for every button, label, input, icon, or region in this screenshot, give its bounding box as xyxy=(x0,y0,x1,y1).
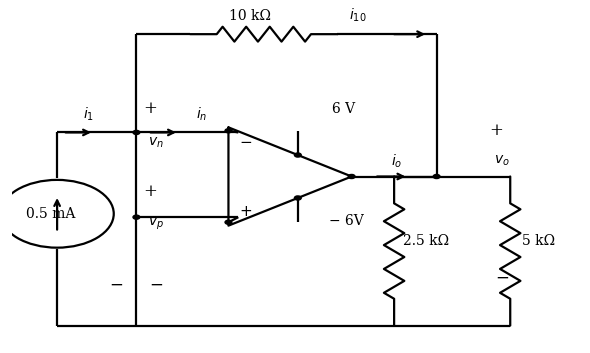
Text: $-$: $-$ xyxy=(239,134,252,148)
Text: $i_{10}$: $i_{10}$ xyxy=(349,7,366,24)
Circle shape xyxy=(294,153,301,157)
Circle shape xyxy=(225,220,232,224)
Text: 2.5 kΩ: 2.5 kΩ xyxy=(402,234,449,248)
Text: $+$: $+$ xyxy=(239,205,252,219)
Text: 0.5 mA: 0.5 mA xyxy=(26,207,76,221)
Text: $i_1$: $i_1$ xyxy=(83,105,94,122)
Circle shape xyxy=(433,174,440,179)
Text: $i_o$: $i_o$ xyxy=(391,152,402,170)
Text: +: + xyxy=(143,100,158,117)
Text: −: − xyxy=(495,270,509,287)
Text: $i_n$: $i_n$ xyxy=(196,105,207,122)
Text: 6 V: 6 V xyxy=(332,102,355,116)
Text: +: + xyxy=(489,122,503,139)
Text: 5 kΩ: 5 kΩ xyxy=(522,234,555,248)
Text: $v_o$: $v_o$ xyxy=(494,154,510,168)
Text: −: − xyxy=(149,276,163,293)
Circle shape xyxy=(133,215,140,219)
Circle shape xyxy=(133,130,140,134)
Circle shape xyxy=(225,129,232,133)
Text: +: + xyxy=(143,183,158,200)
Text: 10 kΩ: 10 kΩ xyxy=(229,8,271,23)
Text: $v_n$: $v_n$ xyxy=(148,136,164,150)
Text: $v_p$: $v_p$ xyxy=(148,216,164,232)
Circle shape xyxy=(294,196,301,200)
Text: − 6V: − 6V xyxy=(329,214,363,228)
Circle shape xyxy=(348,174,355,179)
Text: −: − xyxy=(110,276,123,293)
